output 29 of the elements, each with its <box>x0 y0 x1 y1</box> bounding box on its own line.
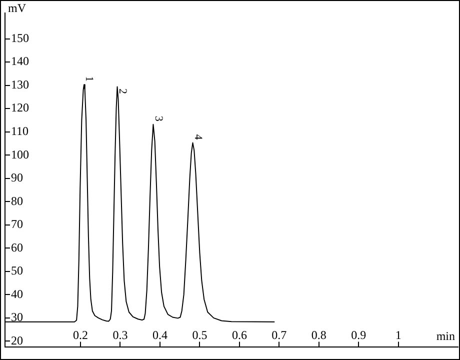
y-tick-label: 50 <box>11 264 23 278</box>
y-tick-label: 70 <box>11 217 23 232</box>
x-axis-title: min <box>436 328 455 343</box>
y-tick-label: 90 <box>11 170 23 185</box>
x-tick-label: 0.2 <box>73 328 88 342</box>
y-tick-label: 20 <box>11 333 23 348</box>
y-tick-label: 120 <box>11 100 29 115</box>
annotation: 1 <box>83 76 96 82</box>
y-tick-label: 140 <box>11 54 29 68</box>
x-tick-label: 0.5 <box>192 328 208 342</box>
x-tick-label: 1 <box>395 328 402 342</box>
x-tick-label: 0.4 <box>152 328 168 342</box>
x-tick-label: 0.9 <box>351 328 366 342</box>
y-tick-label: 60 <box>11 240 23 254</box>
y-tick-label: 130 <box>11 77 29 92</box>
x-tick-label: 0.8 <box>311 328 326 342</box>
x-tick-label: 0.6 <box>232 328 247 342</box>
annotation: 4 <box>192 134 204 140</box>
annotation: 2 <box>116 88 128 94</box>
y-tick-label: 110 <box>11 124 29 138</box>
y-tick-label: 30 <box>11 310 23 324</box>
x-tick-label: 0.3 <box>112 328 128 342</box>
y-tick-label: 150 <box>11 30 29 45</box>
y-tick-label: 40 <box>11 286 23 301</box>
y-tick-label: 100 <box>11 147 29 162</box>
y-axis-title: mV <box>8 1 26 16</box>
x-tick-label: 0.7 <box>272 328 287 342</box>
y-tick-label: 80 <box>11 194 23 208</box>
annotation: 3 <box>152 116 164 122</box>
